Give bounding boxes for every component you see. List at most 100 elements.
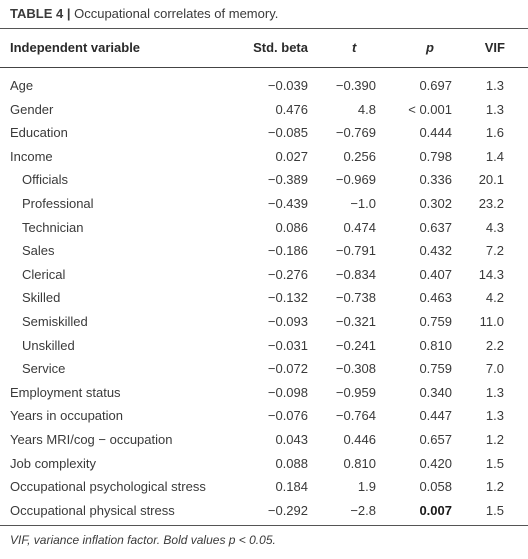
cell-p: 0.432	[419, 243, 452, 259]
cell-variable: Professional	[22, 195, 94, 211]
cell-variable: Age	[10, 78, 34, 93]
cell-t: −0.241	[335, 337, 376, 353]
cell-variable: Occupational psychological stress	[10, 479, 206, 495]
cell-t: −0.791	[335, 243, 376, 259]
cell-vif: 1.2	[485, 431, 504, 447]
cell-variable: Education	[10, 125, 68, 141]
cell-variable: Occupational physical stress	[10, 502, 175, 518]
cell-p: 0.759	[419, 361, 452, 377]
cell-vif: 1.4	[485, 148, 504, 164]
table-row: Occupational physical stress −0.292 −2.8 0.…	[0, 499, 528, 523]
cell-vif: 7.2	[485, 243, 504, 259]
cell-p: 0.657	[419, 431, 452, 447]
cell-t: −0.390	[335, 78, 376, 93]
header-vif: VIF	[484, 40, 505, 55]
cell-beta: −0.132	[267, 290, 308, 306]
table-row: Income 0.027 0.256 0.798 1.4	[0, 145, 528, 169]
cell-p: 0.447	[419, 408, 452, 424]
cell-t: −0.969	[335, 172, 376, 188]
cell-variable: Years in occupation	[10, 408, 123, 424]
cell-vif: 4.2	[485, 290, 504, 306]
table-row: Education −0.085 −0.769 0.444 1.6	[0, 121, 528, 145]
cell-p: 0.810	[419, 337, 452, 353]
cell-beta: −0.389	[267, 172, 308, 188]
cell-t: 0.256	[343, 148, 376, 164]
cell-beta: 0.043	[275, 431, 308, 447]
cell-variable: Job complexity	[10, 455, 96, 471]
cell-variable: Sales	[22, 243, 55, 259]
cell-vif: 20.1	[478, 172, 504, 188]
cell-t: −0.321	[335, 313, 376, 329]
cell-beta: 0.027	[275, 148, 308, 164]
cell-p: 0.759	[419, 313, 452, 329]
header-variable: Independent variable	[10, 40, 141, 55]
cell-p: < 0.001	[408, 101, 452, 117]
caption-separator: |	[66, 6, 71, 21]
cell-beta: −0.039	[267, 78, 308, 93]
cell-beta: −0.186	[267, 243, 308, 259]
cell-vif: 1.3	[485, 384, 504, 400]
table-row: Job complexity 0.088 0.810 0.420 1.5	[0, 452, 528, 476]
cell-beta: −0.439	[267, 195, 308, 211]
cell-t: −0.308	[335, 361, 376, 377]
cell-variable: Technician	[22, 219, 84, 235]
table-row: Clerical −0.276 −0.834 0.407 14.3	[0, 263, 528, 287]
cell-t: −0.959	[335, 384, 376, 400]
cell-variable: Gender	[10, 101, 54, 117]
cell-vif: 4.3	[485, 219, 504, 235]
cell-p: 0.798	[419, 148, 452, 164]
table-row: Professional −0.439 −1.0 0.302 23.2	[0, 192, 528, 216]
table-row: Years MRI/cog − occupation 0.043 0.446 0.65…	[0, 428, 528, 452]
table-title: Occupational correlates of memory.	[74, 6, 279, 21]
cell-beta: 0.086	[275, 219, 308, 235]
cell-t: 0.446	[343, 431, 376, 447]
cell-vif: 7.0	[485, 361, 504, 377]
cell-p: 0.058	[419, 479, 452, 495]
table-header: Independent variable Std. beta t p VIF	[0, 40, 528, 60]
cell-t: −2.8	[350, 502, 376, 518]
cell-vif: 1.5	[485, 502, 504, 518]
cell-variable: Years MRI/cog − occupation	[10, 431, 173, 447]
cell-p: 0.637	[419, 219, 452, 235]
header-p: p	[426, 40, 434, 55]
cell-t: 0.810	[343, 455, 376, 471]
cell-variable: Officials	[22, 172, 68, 188]
cell-beta: −0.093	[267, 313, 308, 329]
cell-p: 0.444	[419, 125, 452, 141]
cell-beta: −0.276	[267, 266, 308, 282]
cell-t: −0.764	[335, 408, 376, 424]
cell-t: 0.474	[343, 219, 376, 235]
cell-vif: 14.3	[478, 266, 504, 282]
table-row: Age −0.039 −0.390 0.697 1.3	[0, 74, 528, 98]
table-row: Unskilled −0.031 −0.241 0.810 2.2	[0, 334, 528, 358]
cell-p: 0.420	[419, 455, 452, 471]
header-beta: Std. beta	[253, 40, 308, 55]
header-rule	[0, 67, 528, 68]
cell-variable: Income	[10, 148, 53, 164]
table-row: Occupational psychological stress 0.184 1.…	[0, 475, 528, 499]
cell-beta: −0.072	[267, 361, 308, 377]
cell-vif: 1.3	[485, 101, 504, 117]
cell-vif: 1.6	[485, 125, 504, 141]
cell-beta: −0.076	[267, 408, 308, 424]
header-t: t	[352, 40, 357, 55]
table-row: Gender 0.476 4.8 < 0.001 1.3	[0, 98, 528, 122]
table-footnote: VIF, variance inflation factor. Bold val…	[10, 533, 276, 547]
cell-vif: 11.0	[479, 313, 504, 329]
table-row: Sales −0.186 −0.791 0.432 7.2	[0, 239, 528, 263]
table-row: Skilled −0.132 −0.738 0.463 4.2	[0, 286, 528, 310]
cell-vif: 1.5	[485, 455, 504, 471]
cell-vif: 1.3	[485, 78, 504, 93]
cell-p: 0.697	[419, 78, 452, 93]
cell-beta: 0.184	[275, 479, 308, 495]
cell-variable: Unskilled	[22, 337, 75, 353]
table-row: Service −0.072 −0.308 0.759 7.0	[0, 357, 528, 381]
table-caption: TABLE 4 | Occupational correlates of mem…	[10, 6, 278, 21]
table-row: Technician 0.086 0.474 0.637 4.3	[0, 216, 528, 240]
table-number: TABLE 4	[10, 6, 64, 21]
cell-t: 1.9	[357, 479, 376, 495]
cell-beta: −0.098	[267, 384, 308, 400]
table-body: Age −0.039 −0.390 0.697 1.3 Gender 0.476 4.8 < 0…	[0, 74, 528, 522]
cell-variable: Service	[22, 361, 66, 377]
